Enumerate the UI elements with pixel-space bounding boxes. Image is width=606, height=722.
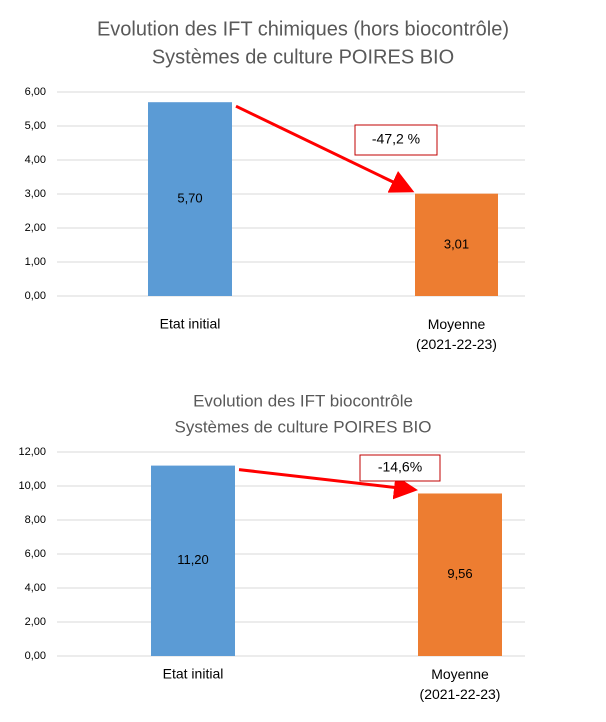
y-tick-label: 2,00 bbox=[25, 222, 46, 234]
value-label: 11,20 bbox=[177, 552, 209, 567]
y-tick-label: 3,00 bbox=[25, 188, 46, 200]
chart-subtitle: Systèmes de culture POIRES BIO bbox=[175, 417, 432, 436]
bar bbox=[418, 493, 502, 656]
bar bbox=[415, 193, 498, 296]
value-label: 9,56 bbox=[447, 566, 472, 581]
arrow bbox=[238, 468, 418, 500]
y-tick-label: 6,00 bbox=[25, 86, 46, 98]
y-tick-label: 12,00 bbox=[18, 446, 46, 458]
x-tick-label-line: (2021-22-23) bbox=[416, 336, 497, 352]
y-tick-label: 6,00 bbox=[25, 548, 46, 560]
chart-subtitle: Systèmes de culture POIRES BIO bbox=[152, 46, 454, 68]
x-tick-label: Moyenne (2021-22-23) bbox=[420, 666, 501, 702]
x-tick-label-line: Moyenne bbox=[428, 316, 486, 332]
y-tick-label: 8,00 bbox=[25, 514, 46, 526]
y-tick-label: 10,00 bbox=[18, 480, 46, 492]
value-label: 3,01 bbox=[444, 236, 469, 251]
value-label: 5,70 bbox=[177, 191, 202, 206]
annotation: -14,6% bbox=[378, 459, 422, 475]
bar bbox=[151, 465, 235, 656]
y-tick-label: 0,00 bbox=[25, 290, 46, 302]
annotation: -47,2 % bbox=[372, 131, 420, 147]
x-tick-label: Etat initial bbox=[163, 666, 224, 682]
arrow bbox=[235, 104, 415, 193]
y-tick-label: 1,00 bbox=[25, 256, 46, 268]
chart-title: Evolution des IFT biocontrôle bbox=[193, 391, 413, 410]
x-tick-label-line: (2021-22-23) bbox=[420, 686, 501, 702]
x-tick-label: Moyenne (2021-22-23) bbox=[416, 316, 497, 352]
x-tick-label-line: Moyenne bbox=[431, 666, 489, 682]
bar bbox=[148, 102, 232, 296]
y-tick-label: 5,00 bbox=[25, 120, 46, 132]
x-tick-label: Etat initial bbox=[160, 316, 221, 332]
y-tick-label: 2,00 bbox=[25, 616, 46, 628]
y-tick-label: 4,00 bbox=[25, 582, 46, 594]
chart-title: Evolution des IFT chimiques (hors biocon… bbox=[97, 18, 509, 40]
annotation-box bbox=[354, 124, 438, 156]
y-tick-label: 0,00 bbox=[25, 650, 46, 662]
annotation-box bbox=[359, 454, 441, 482]
y-tick-label: 4,00 bbox=[25, 154, 46, 166]
